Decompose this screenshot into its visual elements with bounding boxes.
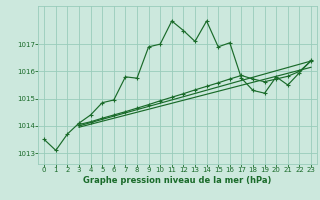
X-axis label: Graphe pression niveau de la mer (hPa): Graphe pression niveau de la mer (hPa) <box>84 176 272 185</box>
